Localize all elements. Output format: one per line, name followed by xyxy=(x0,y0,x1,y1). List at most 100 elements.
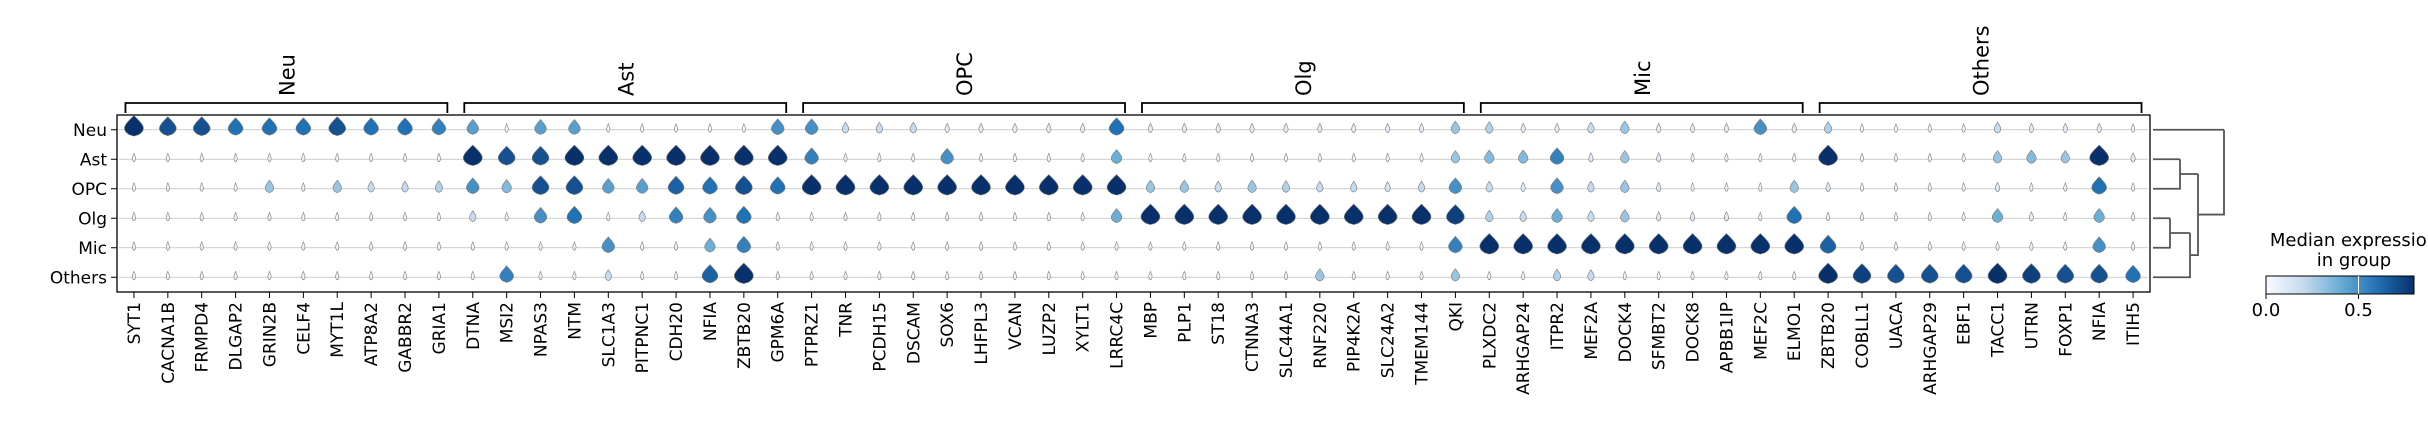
violin-Neu-SFMBT2 xyxy=(1656,122,1662,133)
violin-OPC-GPM6A xyxy=(770,176,786,195)
violin-OPC-LUZP2 xyxy=(1039,174,1059,196)
gene-label: ZBTB20 xyxy=(735,302,755,369)
violin-Mic-GABBR2 xyxy=(403,241,407,251)
violin-Others-DLGAP2 xyxy=(233,270,238,281)
violin-Olg-ZBTB20 xyxy=(736,205,752,224)
violin-OPC-PITPNC1 xyxy=(636,177,649,194)
violin-Others-EBF1 xyxy=(1954,263,1973,284)
violin-OPC-SOX6 xyxy=(937,174,957,196)
violin-Others-FRMPD4 xyxy=(199,270,204,281)
violin-Mic-SYT1 xyxy=(131,241,136,251)
violin-Others-NTM xyxy=(572,270,577,281)
violin-Ast-ST18 xyxy=(1216,152,1221,163)
violin-Olg-LHFPL3 xyxy=(979,211,983,222)
gene-label: GRIN2B xyxy=(260,302,280,367)
gene-label: ATP8A2 xyxy=(362,302,382,366)
gene-label: ARHGAP29 xyxy=(1921,302,1941,395)
violin-Others-ZBTB20 xyxy=(1818,262,1838,284)
violin-OPC-ITPR2 xyxy=(1550,177,1564,194)
violin-Olg-SYT1 xyxy=(131,211,136,222)
violin-Ast-DTNA xyxy=(463,144,483,166)
gene-label: FOXP1 xyxy=(2056,302,2076,357)
violin-Neu-ARHGAP29 xyxy=(1927,123,1932,133)
violin-OPC-SFMBT2 xyxy=(1656,181,1662,192)
violin-Ast-EBF1 xyxy=(1961,152,1966,163)
group-label: OPC xyxy=(953,52,977,96)
violin-Ast-COBLL1 xyxy=(1860,152,1864,163)
violin-Others-ELMO1 xyxy=(1792,270,1797,281)
violin-Ast-NPAS3 xyxy=(531,145,550,166)
violin-Others-CDH20 xyxy=(674,270,679,281)
row-label: Others xyxy=(50,268,107,288)
violin-Olg-ARHGAP24 xyxy=(1519,210,1527,222)
violin-Olg-LRRC4C xyxy=(1110,208,1123,223)
violin-OPC-VCAN xyxy=(1005,174,1025,196)
violin-Others-ST18 xyxy=(1216,270,1221,281)
group-label: Mic xyxy=(1631,61,1655,97)
violin-Neu-LRRC4C xyxy=(1108,117,1125,136)
violin-Others-UTRN xyxy=(2022,263,2041,284)
row-label: Ast xyxy=(80,150,107,170)
violin-Others-ITIH5 xyxy=(2125,264,2141,283)
gene-label: ELMO1 xyxy=(1785,302,1805,361)
violin-Mic-RNF220 xyxy=(1317,241,1322,251)
violin-Neu-TMEM144 xyxy=(1419,122,1424,133)
violin-Neu-LUZP2 xyxy=(1046,122,1052,133)
row-label: Neu xyxy=(73,121,107,141)
gene-label: QKI xyxy=(1446,302,1466,332)
violin-Others-PLXDC2 xyxy=(1487,270,1492,281)
violin-OPC-ZBTB20 xyxy=(1825,181,1831,192)
violin-Olg-NFIA xyxy=(703,206,717,224)
violin-Ast-DSCAM xyxy=(911,152,916,163)
violin-Ast-SFMBT2 xyxy=(1656,152,1662,163)
gene-label: UTRN xyxy=(2022,302,2042,349)
violin-Ast-NFIA xyxy=(700,144,720,166)
violin-Olg-FRMPD4 xyxy=(199,211,204,222)
violin-OPC-SYT1 xyxy=(131,182,136,192)
violin-Ast-MEF2A xyxy=(1588,152,1594,163)
violin-OPC-DOCK4 xyxy=(1620,179,1630,193)
violin-Olg-ELMO1 xyxy=(1786,205,1802,224)
gene-label: CTNNA3 xyxy=(1243,302,1263,372)
gene-label: MSI2 xyxy=(498,302,518,343)
violin-Neu-VCAN xyxy=(1012,122,1018,133)
violin-Neu-ZBTB20 xyxy=(1824,121,1833,134)
gene-label: ARHGAP24 xyxy=(1514,302,1534,395)
violin-Mic-TNR xyxy=(843,241,848,251)
violin-Ast-SOX6 xyxy=(940,147,954,165)
violin-Ast-ARHGAP29 xyxy=(1927,152,1932,163)
gene-label: SLC44A1 xyxy=(1277,302,1297,378)
violin-Olg-QKI xyxy=(1446,204,1465,225)
violin-Neu-PCDH15 xyxy=(875,121,883,134)
gene-label: LHFPL3 xyxy=(972,302,992,365)
violin-Others-TNR xyxy=(843,270,848,281)
violin-OPC-LRRC4C xyxy=(1106,174,1127,196)
colorbar-title: in group xyxy=(2317,250,2391,271)
violin-Ast-LUZP2 xyxy=(1046,152,1051,163)
violin-Mic-NPAS3 xyxy=(538,241,543,251)
violin-Ast-ATP8A2 xyxy=(369,152,374,163)
violin-Others-NFIA xyxy=(2090,263,2108,284)
violin-Ast-DOCK8 xyxy=(1690,152,1695,163)
violin-Mic-VCAN xyxy=(1012,241,1017,251)
violin-Neu-GPM6A xyxy=(771,118,785,135)
violin-OPC-UACA xyxy=(1893,182,1898,192)
violin-Ast-XYLT1 xyxy=(1080,152,1085,163)
violin-Mic-QKI xyxy=(1448,235,1463,254)
violin-Others-MYT1L xyxy=(335,270,340,281)
violin-OPC-MEF2A xyxy=(1587,180,1595,193)
violin-Ast-UTRN xyxy=(2026,149,2037,164)
violin-Others-SLC44A1 xyxy=(1284,270,1288,281)
violin-Mic-DSCAM xyxy=(911,241,916,251)
group-label: Neu xyxy=(275,54,299,96)
violin-Olg-PLXDC2 xyxy=(1485,209,1494,223)
violin-Olg-NTM xyxy=(566,205,583,224)
violin-Mic-SLC44A1 xyxy=(1284,241,1288,251)
violin-Mic-FRMPD4 xyxy=(199,241,204,251)
violin-Others-PIP4K2A xyxy=(1351,270,1356,281)
violin-OPC-PCDH15 xyxy=(869,174,890,196)
violin-Mic-ZBTB20 xyxy=(1819,234,1837,254)
gene-label: SLC24A2 xyxy=(1379,302,1399,378)
violin-Others-ZBTB20 xyxy=(734,262,754,284)
violin-Neu-MEF2C xyxy=(1753,118,1767,135)
